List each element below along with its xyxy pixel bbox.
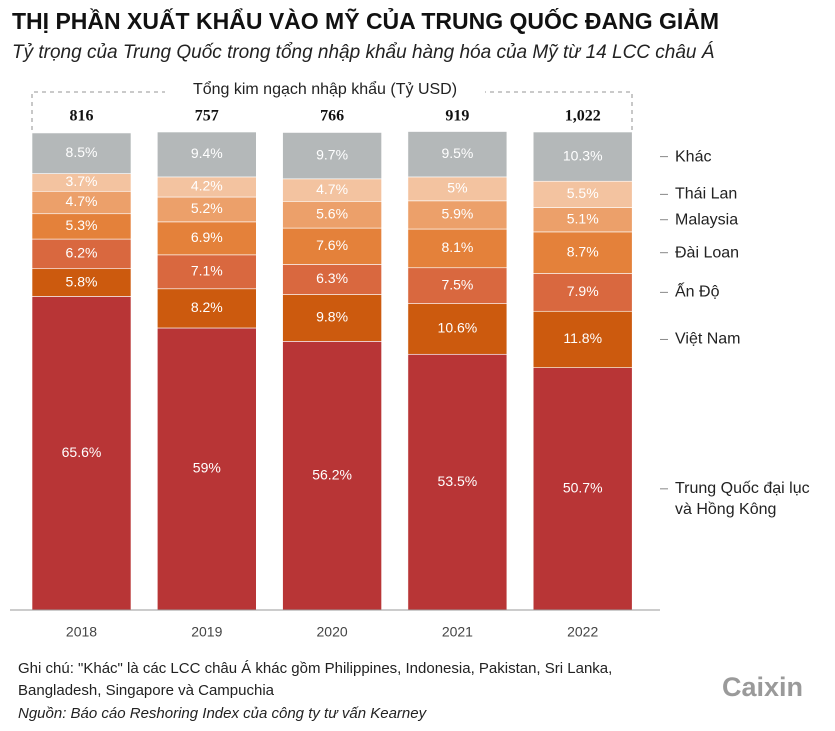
total-label: 757 bbox=[195, 108, 219, 125]
legend-label: Khác bbox=[675, 148, 712, 166]
data-label: 4.2% bbox=[191, 178, 223, 194]
bar-segment bbox=[532, 131, 633, 182]
totals-label-bg bbox=[165, 80, 485, 102]
data-label: 8.7% bbox=[567, 243, 599, 259]
x-tick-label: 2020 bbox=[317, 624, 348, 640]
chart-title: THỊ PHẦN XUẤT KHẨU VÀO MỸ CỦA TRUNG QUỐC… bbox=[12, 8, 720, 34]
bar-segment bbox=[31, 132, 132, 174]
data-label: 50.7% bbox=[563, 480, 603, 496]
data-label: 5.2% bbox=[191, 200, 223, 216]
data-label: 9.5% bbox=[441, 145, 473, 161]
data-label: 6.9% bbox=[191, 229, 223, 245]
bar-segment bbox=[31, 238, 132, 270]
legend-label: Malaysia bbox=[675, 211, 739, 229]
total-label: 766 bbox=[320, 108, 344, 125]
data-label: 4.7% bbox=[66, 193, 98, 209]
bar-segment bbox=[282, 227, 382, 265]
data-label: 59% bbox=[193, 460, 221, 476]
data-label: 5.5% bbox=[567, 185, 599, 201]
data-label: 8.1% bbox=[441, 239, 473, 255]
note: Ghi chú: "Khác" là các LCC châu Á khác g… bbox=[18, 660, 613, 699]
data-label: 5.3% bbox=[66, 217, 98, 233]
bar-segment bbox=[31, 213, 132, 240]
legend-label: Ấn Độ bbox=[675, 283, 720, 301]
data-label: 5.9% bbox=[441, 206, 473, 222]
data-label: 11.8% bbox=[563, 330, 602, 346]
legend-label: Thái Lan bbox=[675, 185, 738, 203]
total-label: 816 bbox=[70, 108, 94, 125]
x-tick-label: 2021 bbox=[442, 624, 473, 640]
bar-segment bbox=[282, 341, 382, 611]
bar-segment bbox=[532, 231, 633, 274]
data-label: 6.3% bbox=[316, 270, 348, 286]
x-tick-label: 2018 bbox=[66, 624, 97, 640]
bar-segment bbox=[407, 303, 508, 355]
x-tick-label: 2022 bbox=[567, 624, 598, 640]
data-label: 10.6% bbox=[438, 320, 478, 336]
bar-segment bbox=[157, 288, 257, 329]
data-label: 9.7% bbox=[316, 146, 348, 162]
bar-segment bbox=[532, 180, 633, 208]
data-label: 6.2% bbox=[66, 245, 98, 261]
data-label: 5.6% bbox=[316, 205, 348, 221]
totals-label: Tổng kim ngạch nhập khẩu (Tỷ USD) bbox=[193, 80, 457, 98]
data-label: 65.6% bbox=[62, 444, 102, 460]
bar-segment bbox=[407, 228, 508, 269]
data-label: 7.9% bbox=[567, 283, 599, 299]
data-label: 4.7% bbox=[316, 181, 348, 197]
bar-segment bbox=[282, 201, 382, 229]
x-tick-label: 2019 bbox=[191, 624, 222, 640]
data-label: 7.5% bbox=[441, 276, 473, 292]
data-label: 8.2% bbox=[191, 299, 223, 315]
legend-label: Việt Nam bbox=[675, 330, 741, 348]
data-label: 7.6% bbox=[316, 237, 348, 253]
data-label: 56.2% bbox=[312, 466, 352, 482]
bar-segment bbox=[532, 273, 633, 312]
bar-segment bbox=[407, 131, 508, 178]
data-label: 53.5% bbox=[438, 473, 478, 489]
bar-segment bbox=[157, 221, 257, 256]
bar-segment bbox=[532, 310, 633, 368]
bar-segment bbox=[407, 353, 508, 611]
data-label: 8.5% bbox=[66, 144, 98, 160]
bar-segment bbox=[31, 268, 132, 297]
total-label: 1,022 bbox=[565, 108, 601, 125]
data-label: 3.7% bbox=[66, 173, 98, 189]
logo: Caixin bbox=[722, 672, 804, 702]
source: Nguồn: Báo cáo Reshoring Index của công … bbox=[18, 705, 427, 722]
data-label: 9.4% bbox=[191, 145, 223, 161]
legend-label: Trung Quốc đại lục và Hồng Kông bbox=[675, 479, 810, 518]
chart-subtitle: Tỷ trọng của Trung Quốc trong tổng nhập … bbox=[12, 42, 715, 63]
bar-segment bbox=[532, 367, 633, 611]
bar-segment bbox=[157, 131, 257, 178]
total-label: 919 bbox=[445, 108, 469, 125]
bar-segment bbox=[282, 132, 382, 180]
bar-segment bbox=[407, 200, 508, 230]
data-label: 5% bbox=[447, 180, 467, 196]
bar-segment bbox=[157, 254, 257, 290]
data-label: 7.1% bbox=[191, 263, 223, 279]
data-label: 5.8% bbox=[66, 273, 98, 289]
legend-label: Đài Loan bbox=[675, 244, 740, 262]
data-label: 10.3% bbox=[563, 147, 603, 163]
data-label: 9.8% bbox=[316, 309, 348, 325]
bar-segment bbox=[407, 267, 508, 304]
bar-segment bbox=[282, 264, 382, 295]
data-label: 5.1% bbox=[567, 210, 599, 226]
bar-segment bbox=[282, 294, 382, 342]
